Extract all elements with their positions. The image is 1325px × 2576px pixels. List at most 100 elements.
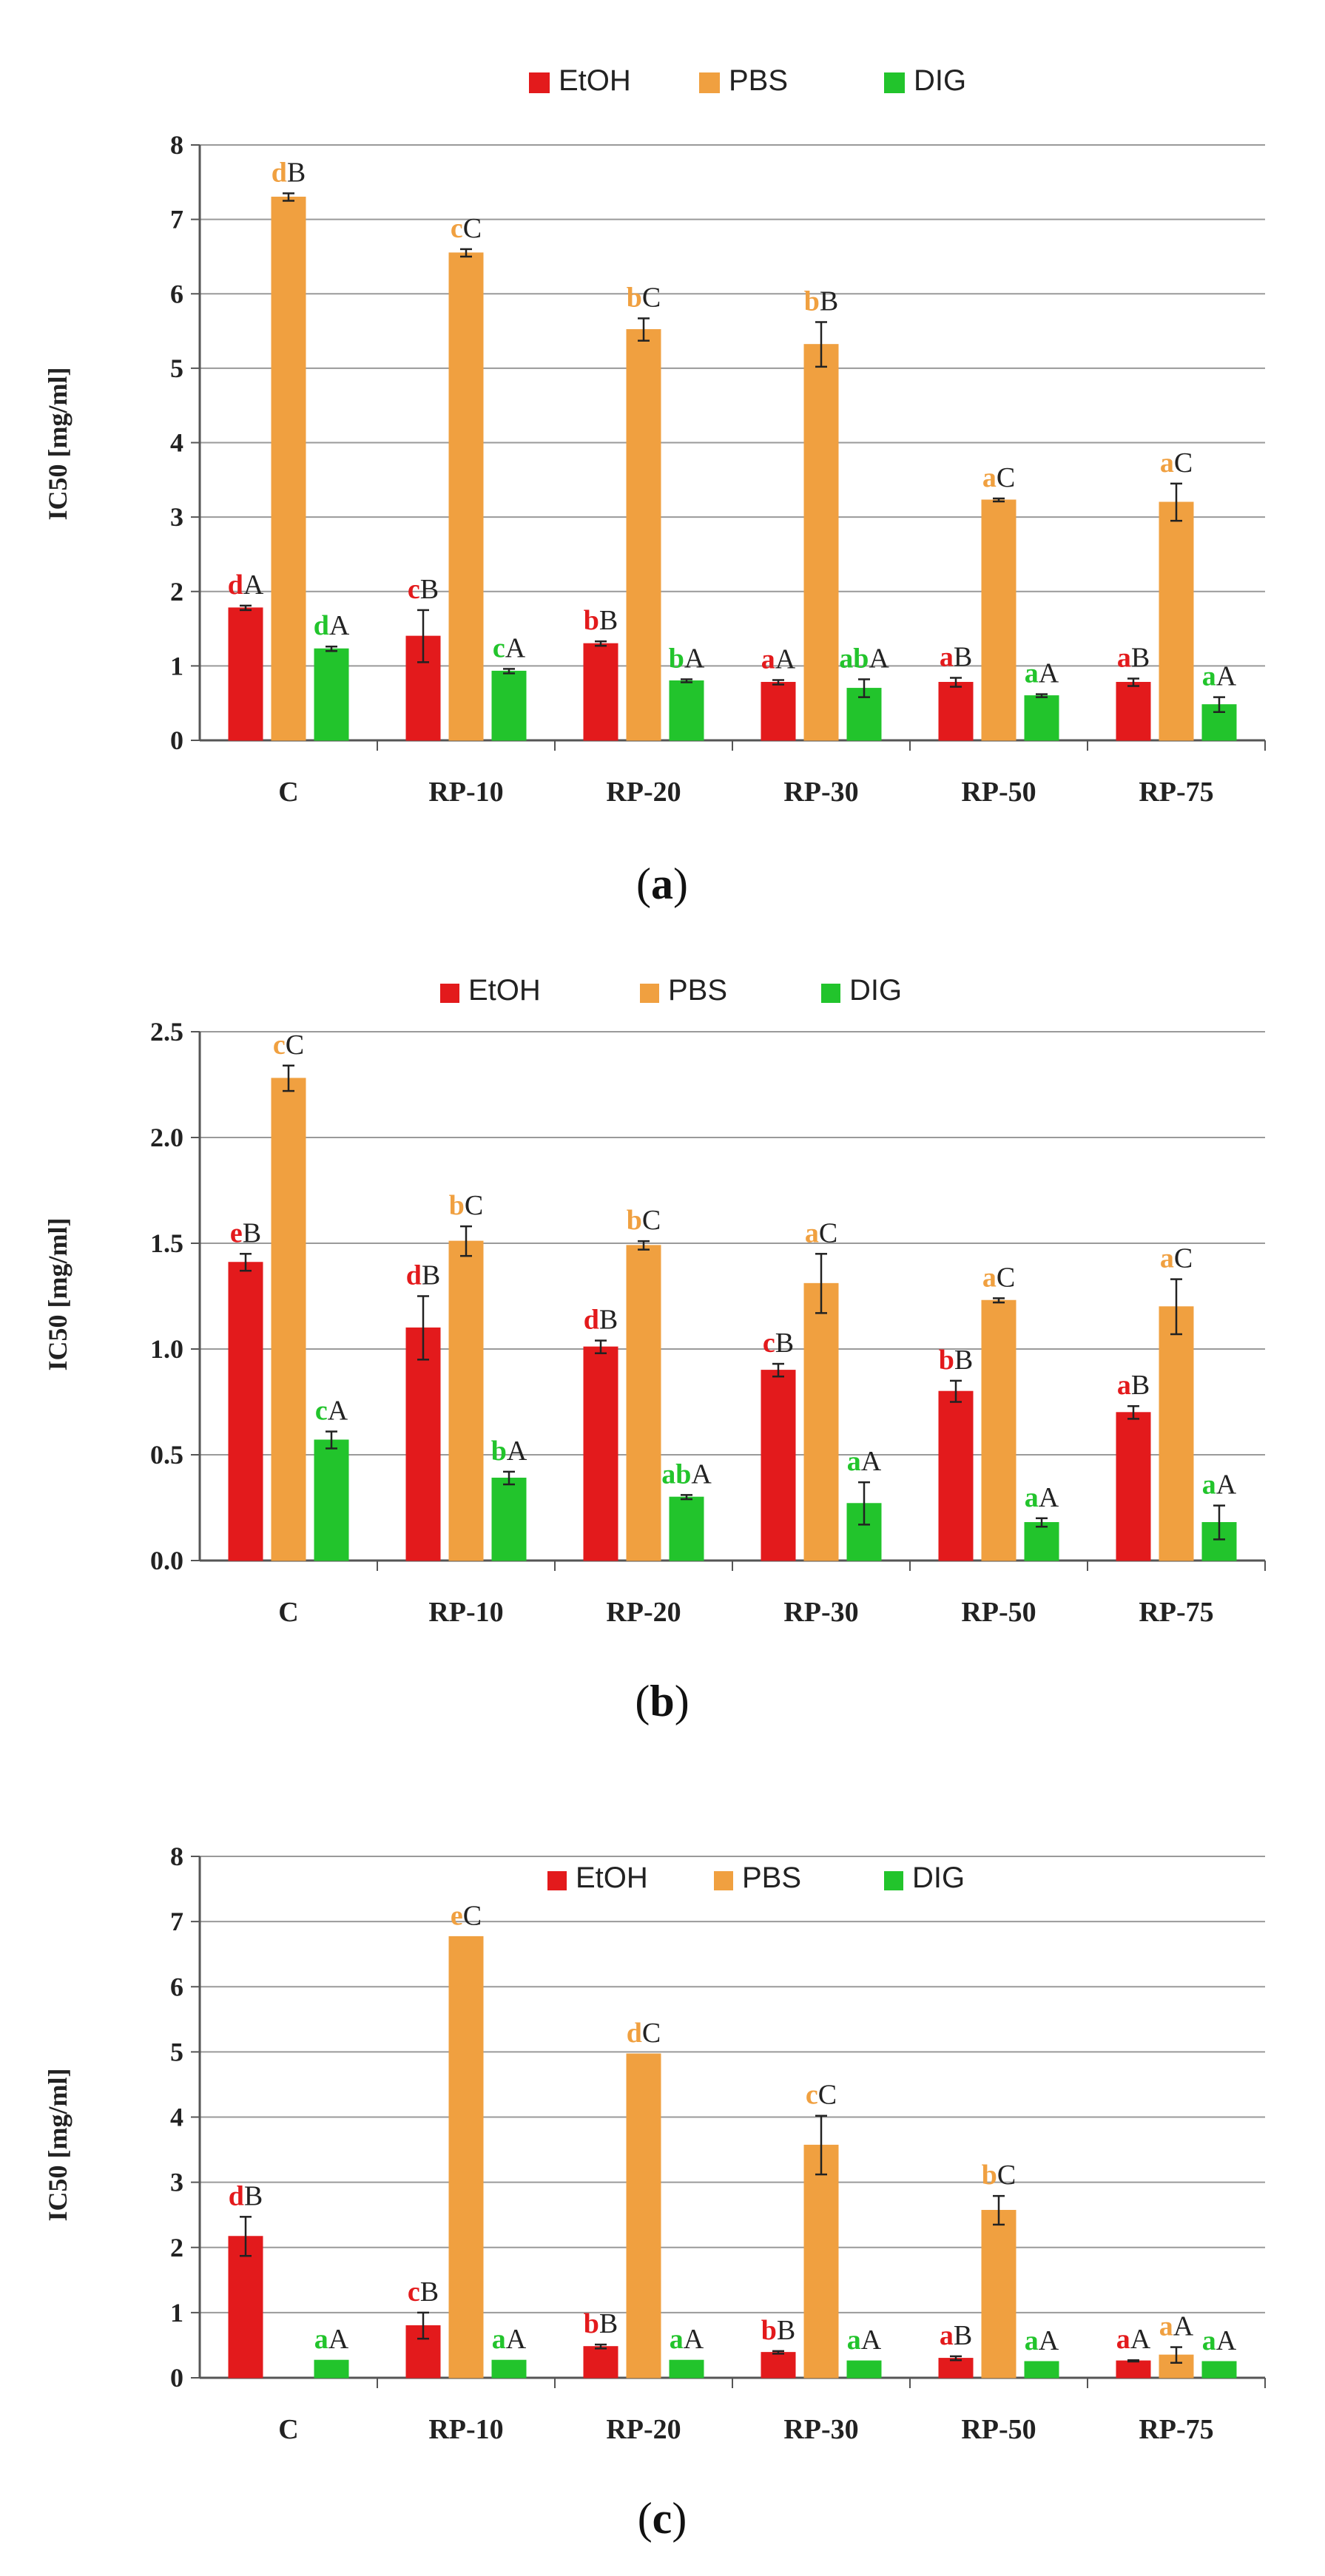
letter-lower: a [1117,1370,1131,1401]
bar-dig [1024,2361,1059,2379]
y-tick-label: 0 [170,726,183,755]
letter-upper: A [684,2324,704,2355]
significance-label: bB [761,2315,796,2346]
bar-etoh [761,1370,796,1561]
bar-dig [846,2360,882,2379]
letter-upper: B [420,574,439,605]
letter-upper: A [1216,1470,1237,1501]
letter-upper: C [463,213,482,244]
panel-caption: (a) [636,859,688,908]
x-tick-label: RP-10 [428,2414,503,2445]
significance-label: aA [1116,2324,1151,2355]
bar-dig [1024,695,1059,741]
letter-upper: A [507,1436,527,1467]
letter-lower: b [584,605,599,636]
letter-lower: d [406,1260,422,1291]
letter-upper: A [691,1458,712,1490]
y-tick-label: 6 [170,279,183,308]
y-tick-label: 4 [170,2103,183,2132]
y-tick-label: 1 [170,651,183,680]
letter-upper: A [505,632,526,663]
letter-lower: a [1117,642,1131,673]
letter-upper: A [775,643,796,675]
bar-pbs [448,1240,484,1561]
letter-lower: a [1025,1482,1039,1513]
letter-upper: A [684,643,705,674]
letter-lower: a [847,2325,861,2356]
y-tick-label: 2 [170,2233,183,2262]
legend-label-pbs: PBS [668,974,727,1007]
x-tick-label: RP-50 [961,1597,1036,1628]
bar-dig [1201,2361,1237,2379]
y-tick-label: 1.5 [150,1228,183,1258]
letter-lower: a [1025,658,1039,689]
y-tick-label: 2.0 [150,1123,183,1152]
letter-lower: d [272,157,287,188]
letter-lower: d [228,569,243,601]
letter-lower: a [847,1446,861,1477]
significance-label: aB [1117,642,1150,673]
y-tick-label: 8 [170,130,183,160]
bar-dig [314,648,349,741]
legend-swatch-etoh [547,1871,567,1890]
bar-dig [491,1477,527,1561]
letter-upper: B [599,2308,618,2339]
bar-etoh [1116,2360,1151,2379]
significance-label: bB [939,1345,974,1376]
bar-etoh [405,1327,441,1561]
caption-letter: b [650,1677,674,1725]
legend-swatch-etoh [529,72,550,93]
significance-label: bC [627,1205,661,1236]
significance-label: bA [669,643,705,674]
caption-close: ) [673,859,688,908]
legend: EtOH PBS DIG [547,1862,965,1894]
significance-label: dB [584,1305,618,1336]
letter-lower: a [982,1262,997,1293]
bar-pbs [626,2053,661,2379]
letter-upper: B [599,1305,618,1336]
x-tick-label: RP-30 [783,777,858,808]
bar-dig [669,2359,704,2379]
letter-upper: C [1174,1243,1193,1274]
bar-dig [491,2359,527,2379]
letter-upper: A [506,2324,527,2355]
bar-pbs [803,344,839,741]
letter-lower: b [627,1205,642,1236]
significance-label: bC [449,1190,484,1221]
significance-label: cC [451,213,482,244]
y-tick-label: 0.0 [150,1546,183,1575]
legend: EtOH PBS DIG [529,64,966,97]
legend-label-pbs: PBS [742,1862,801,1894]
letter-lower: a [1160,1243,1174,1274]
letter-lower: d [229,2180,244,2211]
legend-swatch-pbs [699,72,720,93]
letter-lower: c [315,1396,328,1427]
letter-upper: A [1039,658,1059,689]
bar-etoh [228,1262,263,1561]
panel-caption: (c) [638,2494,687,2543]
bar-etoh [583,2346,618,2379]
significance-label: dA [228,569,264,601]
letter-upper: B [420,2276,439,2308]
letter-lower: b [939,1345,954,1376]
letter-upper: A [329,610,350,641]
letter-lower: e [230,1217,243,1248]
letter-upper: A [869,643,889,674]
letter-upper: B [820,285,838,317]
letter-upper: C [1174,447,1193,479]
letter-upper: A [1216,661,1237,692]
y-tick-label: 8 [170,1842,183,1871]
y-axis-label: IC50 [mg/ml] [43,2069,73,2222]
letter-upper: B [954,2320,972,2351]
bar-etoh [228,2236,263,2379]
significance-label: aC [982,462,1015,493]
x-tick-label: C [278,777,298,808]
letter-upper: A [328,1396,348,1427]
letter-lower: a [805,1217,819,1248]
significance-label: dB [229,2180,263,2211]
bar-etoh [228,607,263,741]
letter-lower: a [1159,2311,1173,2342]
